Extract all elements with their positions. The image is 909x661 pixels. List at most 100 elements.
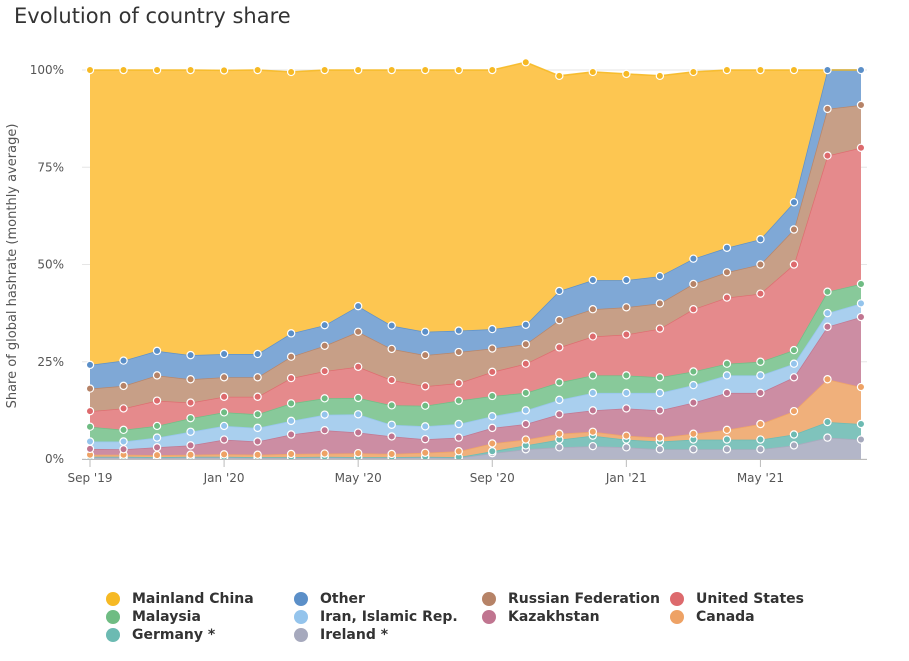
point-canada[interactable] — [219, 450, 229, 459]
point-kazakhstan[interactable] — [454, 433, 463, 442]
point-malaysia[interactable] — [655, 373, 665, 382]
point-mainland-china[interactable] — [454, 65, 463, 75]
point-other[interactable] — [689, 254, 698, 263]
point-kazakhstan[interactable] — [353, 428, 363, 437]
point-mainland-china[interactable] — [722, 65, 732, 75]
point-russian-federation[interactable] — [119, 381, 128, 391]
point-iran-islamic-rep[interactable] — [689, 380, 698, 390]
point-united-states[interactable] — [521, 359, 530, 368]
point-malaysia[interactable] — [152, 421, 162, 431]
point-mainland-china[interactable] — [421, 65, 430, 75]
point-united-states[interactable] — [85, 406, 95, 416]
point-russian-federation[interactable] — [219, 373, 229, 382]
point-russian-federation[interactable] — [152, 371, 162, 380]
point-united-states[interactable] — [286, 373, 296, 383]
point-other[interactable] — [622, 275, 631, 285]
point-russian-federation[interactable] — [856, 100, 866, 110]
point-canada[interactable] — [152, 450, 162, 460]
legend-item[interactable]: Other — [294, 590, 482, 608]
point-russian-federation[interactable] — [454, 347, 463, 357]
point-iran-islamic-rep[interactable] — [622, 388, 631, 398]
point-canada[interactable] — [320, 449, 329, 458]
point-iran-islamic-rep[interactable] — [219, 421, 229, 431]
point-united-states[interactable] — [555, 343, 564, 352]
point-iran-islamic-rep[interactable] — [286, 416, 296, 426]
point-malaysia[interactable] — [555, 378, 564, 387]
point-russian-federation[interactable] — [488, 344, 497, 353]
point-mainland-china[interactable] — [152, 65, 162, 75]
legend-item[interactable]: Malaysia — [106, 608, 294, 626]
point-other[interactable] — [119, 356, 128, 365]
legend-item[interactable]: United States — [670, 590, 820, 608]
point-mainland-china[interactable] — [286, 67, 296, 77]
point-iran-islamic-rep[interactable] — [353, 410, 363, 419]
point-russian-federation[interactable] — [789, 225, 799, 234]
point-other[interactable] — [488, 324, 497, 334]
point-malaysia[interactable] — [756, 357, 765, 366]
point-united-states[interactable] — [655, 324, 665, 333]
point-malaysia[interactable] — [421, 401, 430, 410]
point-ireland[interactable] — [588, 441, 598, 451]
point-other[interactable] — [219, 349, 229, 359]
point-malaysia[interactable] — [286, 399, 296, 408]
point-mainland-china[interactable] — [387, 65, 396, 75]
point-other[interactable] — [286, 329, 296, 338]
legend-item[interactable]: Russian Federation — [482, 590, 670, 608]
legend-item[interactable]: Mainland China — [106, 590, 294, 608]
point-united-states[interactable] — [689, 305, 698, 314]
point-ireland[interactable] — [689, 445, 698, 454]
point-russian-federation[interactable] — [722, 268, 732, 277]
point-ireland[interactable] — [823, 433, 832, 442]
point-russian-federation[interactable] — [689, 279, 698, 289]
point-canada[interactable] — [488, 439, 497, 448]
point-mainland-china[interactable] — [219, 66, 229, 75]
point-malaysia[interactable] — [823, 287, 832, 296]
legend-item[interactable]: Kazakhstan — [482, 608, 670, 626]
point-iran-islamic-rep[interactable] — [152, 433, 162, 442]
point-russian-federation[interactable] — [622, 303, 631, 312]
point-mainland-china[interactable] — [555, 71, 564, 81]
point-russian-federation[interactable] — [823, 104, 832, 114]
point-germany[interactable] — [722, 435, 732, 444]
point-mainland-china[interactable] — [488, 65, 497, 75]
point-iran-islamic-rep[interactable] — [856, 299, 866, 308]
point-iran-islamic-rep[interactable] — [186, 427, 195, 436]
point-iran-islamic-rep[interactable] — [756, 371, 765, 380]
point-united-states[interactable] — [756, 289, 765, 298]
point-malaysia[interactable] — [387, 401, 396, 410]
point-malaysia[interactable] — [588, 371, 598, 380]
point-russian-federation[interactable] — [655, 299, 665, 308]
point-canada[interactable] — [622, 431, 631, 440]
point-other[interactable] — [152, 346, 162, 356]
point-other[interactable] — [521, 320, 530, 329]
point-other[interactable] — [186, 350, 195, 360]
point-other[interactable] — [823, 65, 832, 75]
point-russian-federation[interactable] — [555, 315, 564, 325]
point-canada[interactable] — [421, 448, 430, 457]
point-kazakhstan[interactable] — [119, 445, 128, 454]
point-kazakhstan[interactable] — [219, 435, 229, 444]
point-malaysia[interactable] — [119, 425, 128, 435]
point-mainland-china[interactable] — [353, 65, 363, 75]
point-canada[interactable] — [689, 429, 698, 438]
point-kazakhstan[interactable] — [488, 423, 497, 433]
point-other[interactable] — [655, 271, 665, 281]
point-united-states[interactable] — [722, 293, 732, 302]
point-canada[interactable] — [856, 382, 866, 392]
point-russian-federation[interactable] — [421, 350, 430, 360]
point-other[interactable] — [588, 275, 598, 285]
point-iran-islamic-rep[interactable] — [454, 419, 463, 429]
point-united-states[interactable] — [219, 392, 229, 401]
point-canada[interactable] — [555, 429, 564, 438]
point-mainland-china[interactable] — [253, 65, 262, 75]
point-mainland-china[interactable] — [622, 69, 631, 79]
point-kazakhstan[interactable] — [622, 404, 631, 413]
point-canada[interactable] — [387, 449, 396, 459]
point-russian-federation[interactable] — [253, 373, 262, 382]
point-germany[interactable] — [488, 447, 497, 456]
point-germany[interactable] — [756, 435, 765, 444]
point-ireland[interactable] — [756, 445, 765, 454]
point-iran-islamic-rep[interactable] — [555, 395, 564, 405]
point-malaysia[interactable] — [856, 279, 866, 289]
point-iran-islamic-rep[interactable] — [320, 410, 329, 419]
